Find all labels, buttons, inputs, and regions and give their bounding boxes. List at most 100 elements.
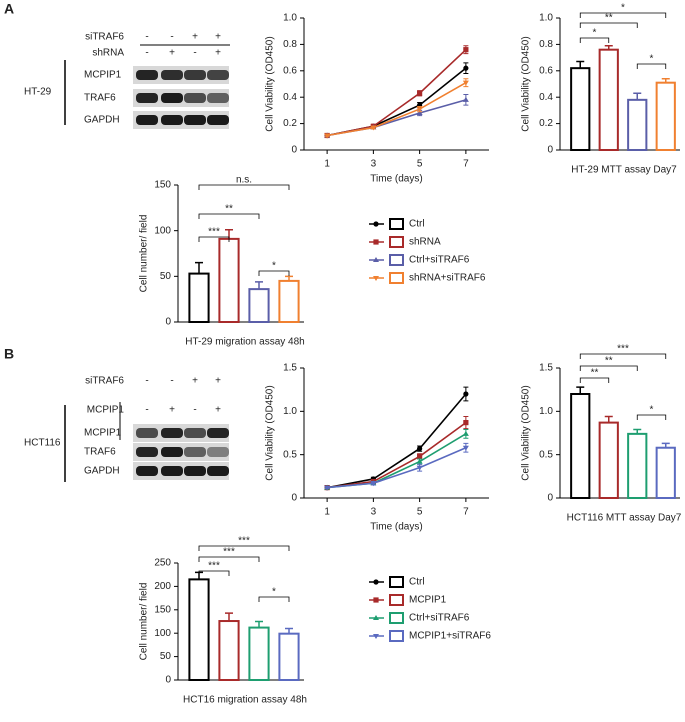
band-label: MCPIP1: [84, 428, 122, 439]
blot-band: [136, 447, 158, 457]
bar: [627, 432, 648, 499]
error-bar: [576, 60, 585, 69]
significance-bracket: [258, 596, 290, 602]
blot-band: [184, 115, 206, 125]
blot-band: [136, 70, 158, 80]
condition-label: MCPIP1: [87, 405, 125, 416]
y-tick-label: 0: [291, 145, 297, 156]
condition-sign: +: [215, 48, 221, 59]
point: [373, 257, 379, 262]
significance-label: ***: [208, 227, 220, 238]
y-axis-label: Cell number/ field: [139, 215, 150, 293]
bar: [627, 98, 648, 151]
blot-band: [184, 93, 206, 103]
y-tick-label: 0.2: [539, 118, 553, 129]
point: [373, 239, 379, 245]
condition-sign: +: [169, 48, 175, 59]
point: [373, 276, 379, 281]
legend-swatch: [389, 612, 404, 624]
legend-label: Ctrl: [409, 219, 425, 230]
significance-bracket: [579, 377, 610, 383]
significance-bracket: [579, 12, 667, 18]
point: [463, 65, 469, 71]
y-axis-label: Cell Viability (OD450): [265, 385, 276, 480]
point: [416, 458, 423, 464]
legend-label: MCPIP1+siTRAF6: [409, 631, 491, 642]
condition-sign: +: [192, 32, 198, 43]
bar: [248, 626, 270, 681]
condition-sign: -: [193, 48, 196, 59]
significance-bracket: [198, 236, 230, 242]
x-axis-label: HCT116 MTT assay Day7: [567, 513, 682, 524]
point: [373, 615, 379, 620]
significance-bracket: [258, 270, 290, 276]
condition-sign: -: [145, 376, 148, 387]
series-line: [327, 421, 467, 489]
bar: [188, 272, 210, 323]
bar: [218, 620, 240, 681]
point: [417, 453, 423, 459]
blot-band: [207, 428, 229, 438]
point: [417, 446, 423, 452]
y-tick-label: 200: [154, 581, 171, 592]
series-line: [326, 67, 467, 137]
bar: [248, 288, 270, 323]
legend-swatch: [389, 576, 404, 588]
band-label: TRAF6: [84, 447, 116, 458]
y-tick-label: 0.2: [283, 118, 297, 129]
error-bar: [633, 92, 642, 100]
x-tick-label: 3: [371, 507, 377, 518]
y-tick-label: 0.5: [539, 449, 553, 460]
blot-band: [136, 115, 158, 125]
significance-label: ***: [223, 547, 235, 558]
series-line: [326, 393, 467, 489]
y-tick-label: 0.8: [539, 39, 553, 50]
significance-label: **: [225, 204, 233, 215]
blot-band: [184, 466, 206, 476]
significance-bracket: [198, 184, 290, 190]
condition-sign: +: [215, 32, 221, 43]
point: [324, 485, 331, 491]
y-tick-label: 50: [160, 651, 172, 662]
band-label: MCPIP1: [84, 70, 122, 81]
significance-bracket: [579, 22, 638, 28]
significance-label: ***: [617, 344, 629, 355]
bar: [278, 632, 300, 682]
condition-sign: +: [192, 376, 198, 387]
x-tick-label: 7: [463, 507, 469, 518]
cell-line-label: HT-29: [24, 87, 52, 98]
y-tick-label: 0: [165, 675, 171, 686]
x-axis-label: Time (days): [370, 174, 422, 185]
panel-label: B: [4, 346, 14, 362]
y-tick-label: 50: [160, 271, 172, 282]
y-tick-label: 1.0: [283, 406, 297, 417]
legend-label: Ctrl: [409, 577, 425, 588]
x-axis-label: HT-29 MTT assay Day7: [571, 165, 677, 176]
blot-band: [184, 70, 206, 80]
condition-label: shRNA: [92, 48, 124, 59]
blot-band: [207, 466, 229, 476]
significance-bracket: [198, 570, 230, 576]
legend-swatch: [389, 630, 404, 642]
x-tick-label: 1: [324, 507, 330, 518]
series-line: [327, 433, 467, 489]
point: [373, 634, 379, 639]
legend-label: MCPIP1: [409, 595, 447, 606]
blot-band: [207, 447, 229, 457]
y-tick-label: 1.5: [539, 363, 553, 374]
y-axis-label: Cell Viability (OD450): [265, 36, 276, 131]
condition-sign: -: [170, 376, 173, 387]
point: [416, 107, 423, 113]
significance-label: *: [621, 3, 625, 14]
y-tick-label: 1.0: [283, 13, 297, 24]
blot-band: [161, 428, 183, 438]
condition-sign: -: [145, 405, 148, 416]
significance-label: **: [591, 368, 599, 379]
significance-label: **: [605, 13, 613, 24]
blot-band: [207, 93, 229, 103]
significance-label: ***: [238, 536, 250, 547]
significance-bracket: [198, 213, 260, 219]
bar: [188, 578, 210, 682]
condition-label: siTRAF6: [85, 32, 124, 43]
